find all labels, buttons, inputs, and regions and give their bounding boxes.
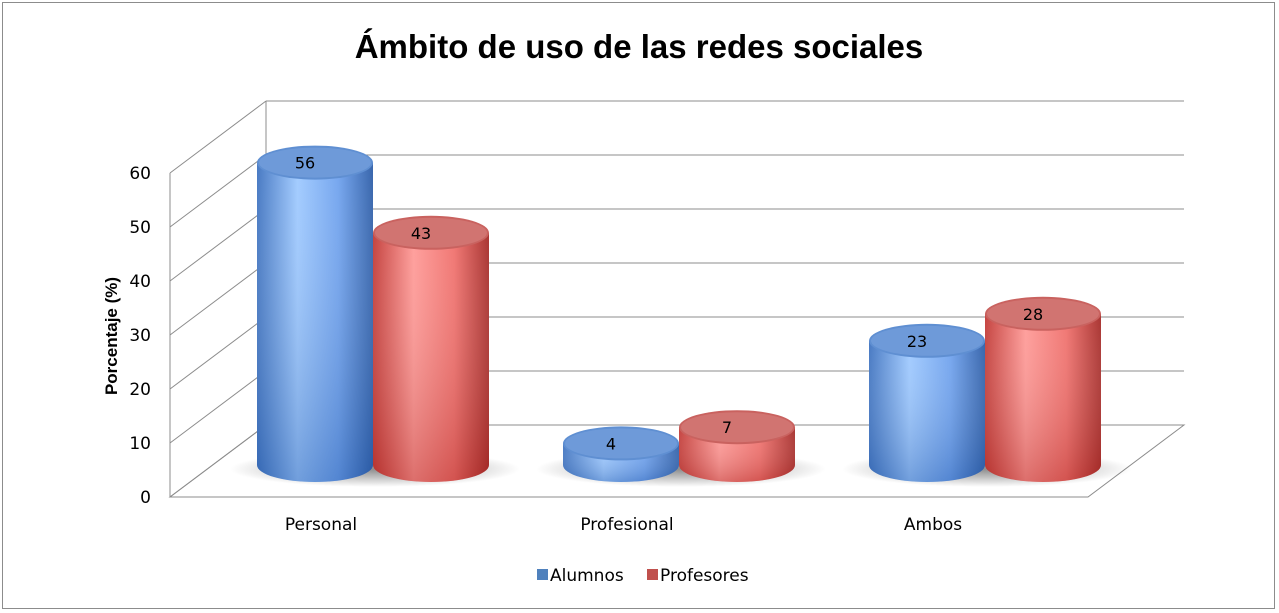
x-tick-label: Ambos — [904, 515, 962, 535]
y-tick-label: 20 — [129, 380, 151, 400]
bar-top-highlight — [259, 147, 371, 178]
legend-swatch — [537, 569, 548, 580]
legend-swatch — [647, 569, 658, 580]
gridline-depth — [169, 316, 267, 390]
bar-top-highlight — [871, 325, 983, 356]
data-label: 28 — [1023, 305, 1043, 324]
data-label: 7 — [722, 418, 732, 437]
x-tick-label: Personal — [285, 515, 357, 535]
bar-profesores-profesional — [679, 410, 795, 482]
data-label: 4 — [606, 434, 616, 453]
bar-shade — [869, 340, 985, 482]
y-tick-label: 0 — [140, 488, 151, 508]
data-label: 43 — [411, 224, 431, 243]
x-axis-ticks: Personal Profesional Ambos — [285, 515, 962, 535]
gridline-depth — [169, 262, 267, 336]
x-tick-label: Profesional — [580, 515, 673, 535]
gridline-depth — [169, 100, 267, 174]
bar-alumnos-personal — [257, 145, 373, 482]
data-label: 23 — [907, 332, 927, 351]
bar-shade — [257, 162, 373, 482]
data-label: 56 — [295, 154, 315, 173]
legend-label: Alumnos — [550, 566, 624, 586]
gridline-depth — [169, 154, 267, 228]
y-tick-label: 40 — [129, 272, 151, 292]
bar-alumnos-profesional — [563, 426, 679, 482]
bar-shade — [985, 313, 1101, 482]
bar-top-highlight — [375, 217, 487, 248]
y-tick-label: 30 — [129, 326, 151, 346]
bar-profesores-ambos — [985, 296, 1101, 482]
bars: 56 43 4 7 23 28 — [230, 145, 1132, 487]
legend-label: Profesores — [660, 566, 749, 586]
bar-shade — [373, 232, 489, 482]
floor — [168, 424, 1186, 498]
bar-top-highlight — [565, 428, 677, 459]
y-tick-label: 10 — [129, 434, 151, 454]
legend: Alumnos Profesores — [537, 566, 749, 586]
y-axis-ticks: 0 10 20 30 40 50 60 — [129, 164, 151, 508]
gridline-depth — [169, 208, 267, 282]
y-tick-label: 60 — [129, 164, 151, 184]
bar-top-highlight — [987, 298, 1099, 329]
bar-profesores-personal — [373, 215, 489, 482]
bar-top-highlight — [681, 412, 793, 443]
chart-title: Ámbito de uso de las redes sociales — [355, 28, 924, 65]
bar-alumnos-ambos — [869, 323, 985, 482]
gridline-depth — [169, 370, 267, 444]
y-tick-label: 50 — [129, 218, 151, 238]
y-axis-label: Porcentaje (%) — [102, 277, 121, 395]
